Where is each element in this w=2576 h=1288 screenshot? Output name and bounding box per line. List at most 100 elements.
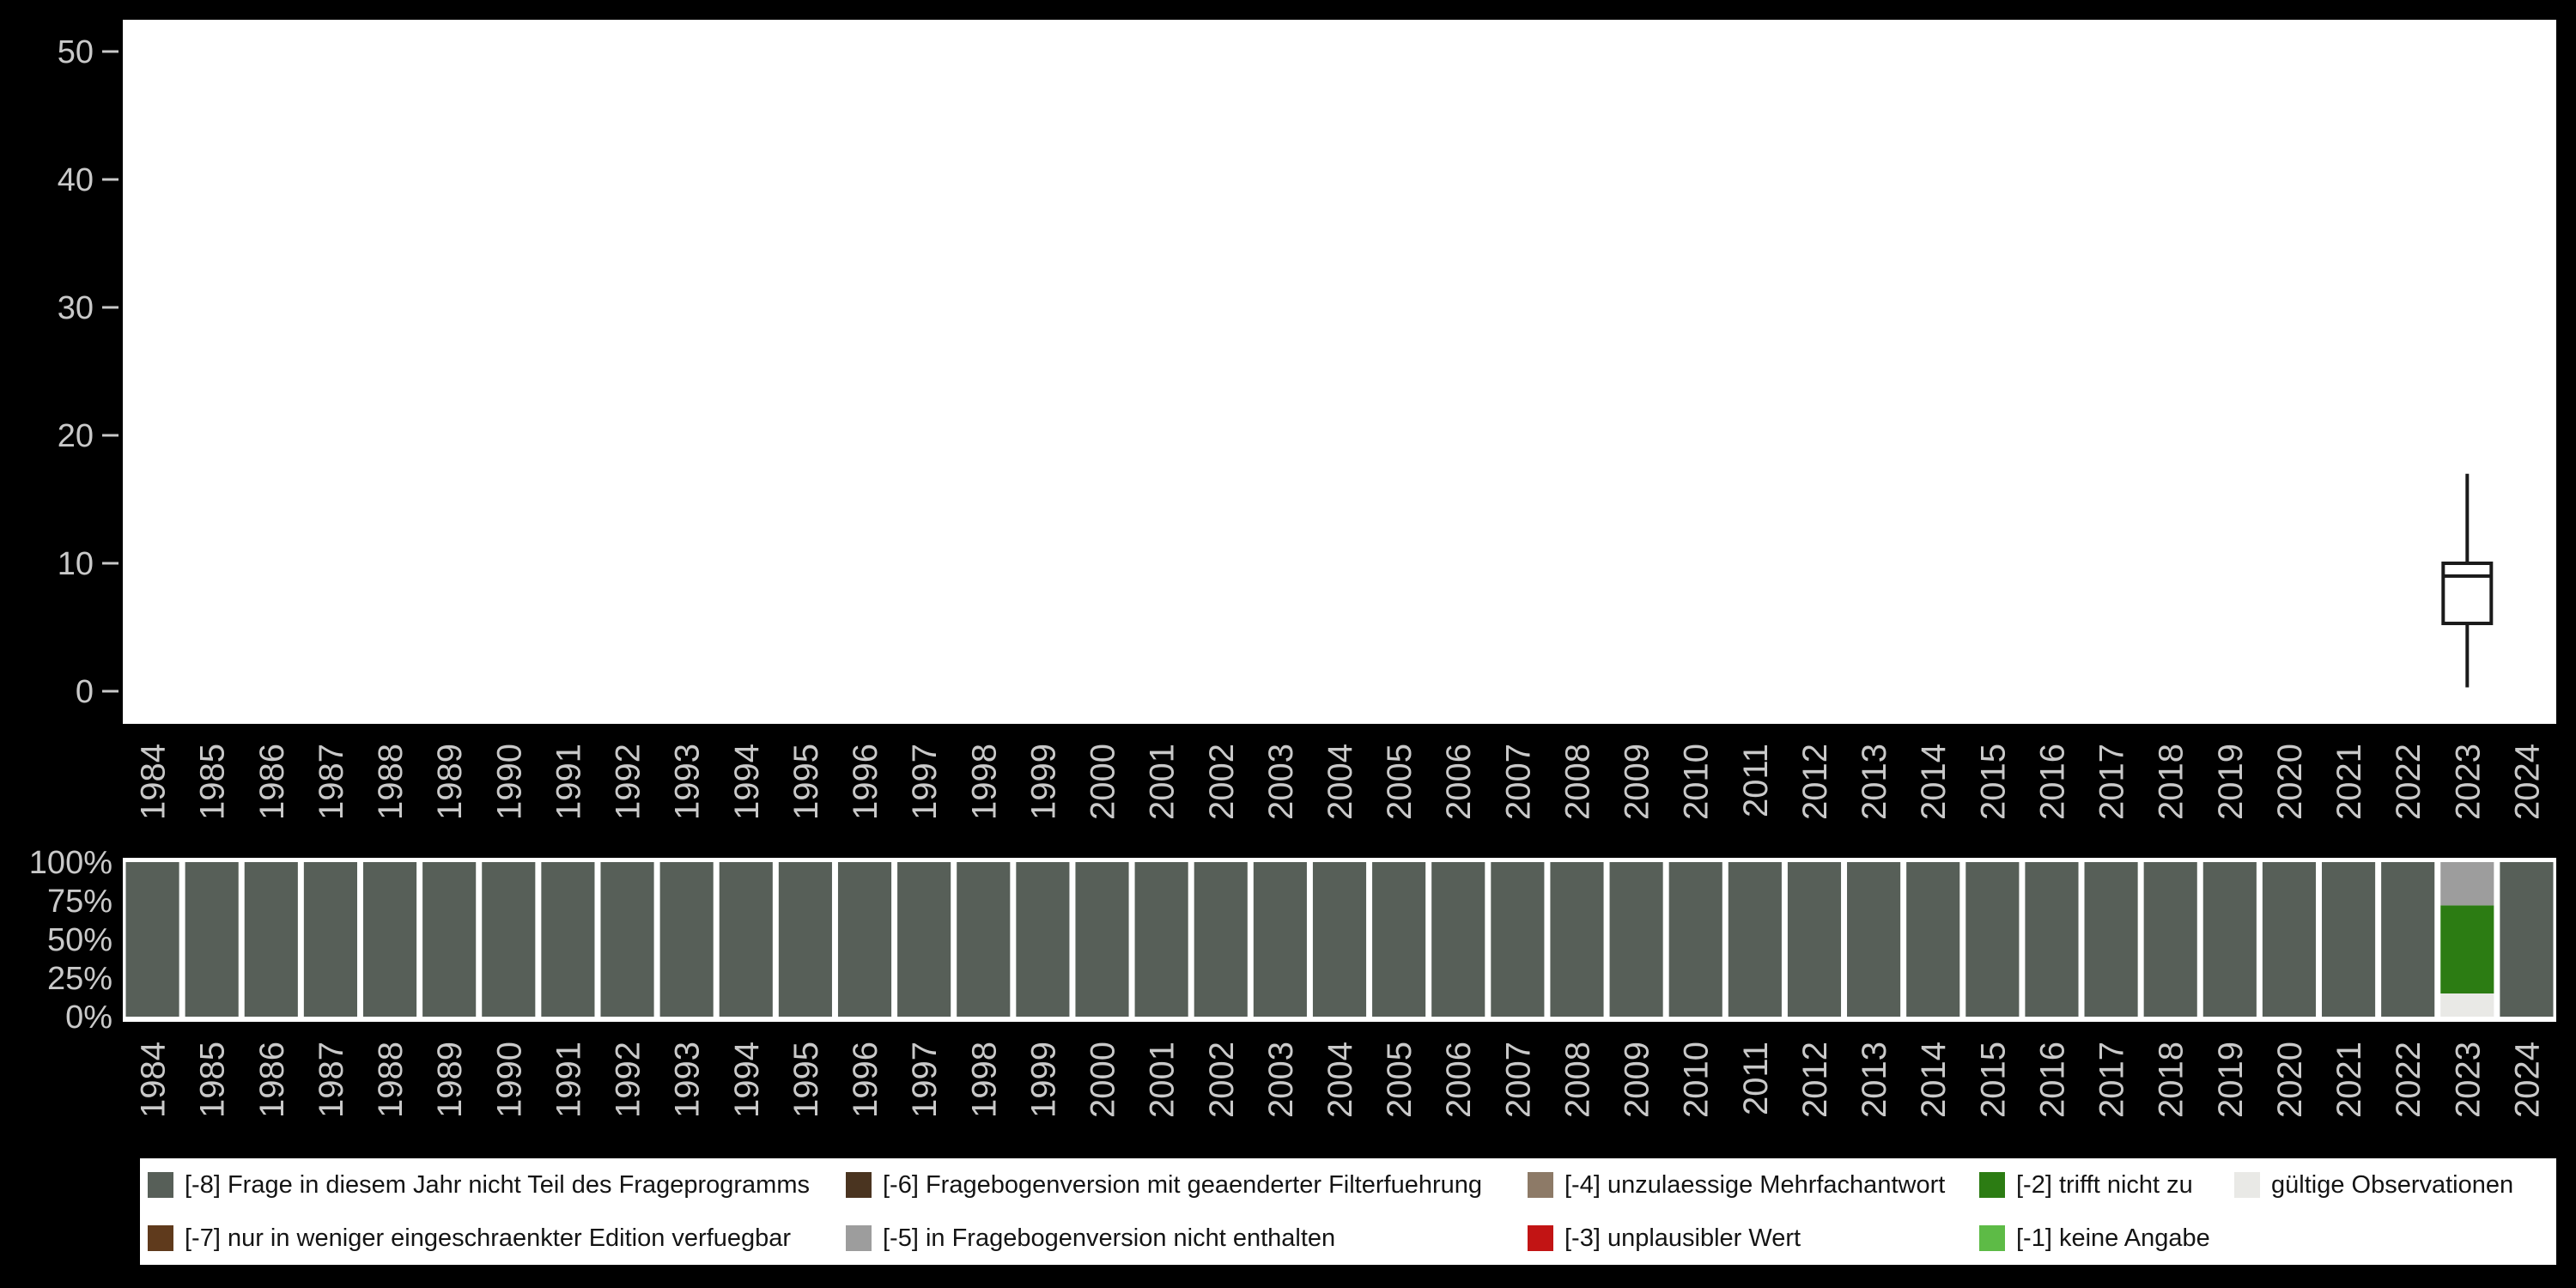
bar-segment-2014--8	[1906, 862, 1960, 1017]
svg-text:2022: 2022	[2390, 744, 2427, 820]
bar-segment-2023-valid	[2440, 993, 2494, 1017]
svg-text:2013: 2013	[1856, 1042, 1893, 1118]
svg-text:2009: 2009	[1619, 744, 1656, 820]
svg-text:1991: 1991	[550, 1042, 587, 1118]
svg-text:2005: 2005	[1381, 1042, 1419, 1118]
svg-text:2024: 2024	[2508, 1042, 2546, 1118]
legend-label-minus5: [-5] in Fragebogenversion nicht enthalte…	[883, 1224, 1336, 1252]
bar-segment-1992--8	[600, 862, 654, 1017]
svg-text:1994: 1994	[728, 744, 766, 820]
svg-text:1987: 1987	[313, 1042, 350, 1118]
bar-segment-2009--8	[1609, 862, 1663, 1017]
legend-label-minus3: [-3] unplausibler Wert	[1564, 1224, 1801, 1252]
svg-text:0%: 0%	[65, 999, 112, 1036]
svg-text:1991: 1991	[550, 744, 587, 820]
svg-text:2000: 2000	[1084, 1042, 1122, 1118]
bar-segment-1995--8	[778, 862, 832, 1017]
svg-text:2020: 2020	[2271, 744, 2309, 820]
legend-swatch-minus7-icon	[148, 1225, 173, 1251]
boxplot-plot-area	[123, 20, 2556, 724]
svg-text:2018: 2018	[2153, 1042, 2190, 1118]
svg-text:30: 30	[58, 290, 94, 326]
svg-text:2004: 2004	[1321, 744, 1359, 820]
svg-text:50: 50	[58, 34, 94, 70]
bar-segment-1998--8	[957, 862, 1011, 1017]
box-2023	[2441, 562, 2494, 626]
svg-text:1999: 1999	[1024, 744, 1062, 820]
svg-text:2016: 2016	[2033, 744, 2071, 820]
svg-text:2004: 2004	[1321, 1042, 1359, 1118]
bar-segment-2018--8	[2143, 862, 2197, 1017]
svg-text:1996: 1996	[847, 744, 884, 820]
svg-text:1997: 1997	[906, 744, 944, 820]
bar-segment-2011--8	[1728, 862, 1782, 1017]
bar-segment-1996--8	[837, 862, 892, 1017]
legend-item-minus4: [-4] unzulaessige Mehrfachantwort	[1520, 1171, 1971, 1200]
svg-text:2009: 2009	[1619, 1042, 1656, 1118]
svg-text:2001: 2001	[1144, 744, 1182, 820]
boxplot-x-axis-years: 1984 1985 1986 1987 1988 1989 1990 1991 1992 1993…	[135, 744, 2547, 820]
svg-text:2006: 2006	[1440, 744, 1478, 820]
svg-text:2022: 2022	[2390, 1042, 2427, 1118]
svg-text:2024: 2024	[2508, 744, 2546, 820]
bar-segment-1986--8	[244, 862, 298, 1017]
legend-swatch-minus6-icon	[846, 1172, 872, 1198]
svg-text:1989: 1989	[431, 1042, 469, 1118]
svg-text:2005: 2005	[1381, 744, 1419, 820]
svg-text:2003: 2003	[1262, 1042, 1300, 1118]
legend-item-minus7: [-7] nur in weniger eingeschraenkter Edi…	[140, 1224, 838, 1253]
svg-text:1994: 1994	[728, 1042, 766, 1118]
legend-swatch-minus4-icon	[1528, 1172, 1553, 1198]
bar-segment-1984--8	[125, 862, 179, 1017]
svg-text:2010: 2010	[1678, 744, 1716, 820]
svg-text:2001: 2001	[1144, 1042, 1182, 1118]
bar-segment-2021--8	[2322, 862, 2376, 1017]
bar-segment-2000--8	[1075, 862, 1129, 1017]
stacked-x-axis-years: 1984 1985 1986 1987 1988 1989 1990 1991 1992 1993…	[135, 1042, 2547, 1118]
svg-text:2011: 2011	[1737, 1042, 1775, 1115]
bar-segment-2017--8	[2084, 862, 2138, 1017]
svg-text:2008: 2008	[1558, 1042, 1596, 1118]
legend-label-minus4: [-4] unzulaessige Mehrfachantwort	[1564, 1170, 1946, 1199]
svg-text:1996: 1996	[847, 1042, 884, 1118]
legend-item-minus5: [-5] in Fragebogenversion nicht enthalte…	[838, 1224, 1520, 1253]
svg-text:2016: 2016	[2033, 1042, 2071, 1118]
svg-text:1985: 1985	[194, 1042, 232, 1118]
legend-label-valid: gültige Observationen	[2271, 1170, 2514, 1199]
bar-segment-2001--8	[1134, 862, 1188, 1017]
missings-stacked-bar-chart: 0%25%50%75%100%1984 1985 1986 1987 1988 1989 1…	[29, 845, 2556, 1118]
bar-segment-2016--8	[2025, 862, 2079, 1017]
svg-text:2023: 2023	[2449, 744, 2487, 820]
svg-text:2015: 2015	[1974, 744, 2012, 820]
bar-segment-1993--8	[659, 862, 714, 1017]
svg-text:1984: 1984	[135, 744, 173, 820]
svg-text:2006: 2006	[1440, 1042, 1478, 1118]
legend-item-valid: gültige Observationen	[2227, 1171, 2556, 1200]
legend-item-minus3: [-3] unplausibler Wert	[1520, 1224, 1971, 1253]
boxplot-boxes	[2441, 473, 2494, 688]
bar-segment-2006--8	[1431, 862, 1485, 1017]
bar-segment-1985--8	[185, 862, 239, 1017]
svg-text:1984: 1984	[135, 1042, 173, 1118]
svg-text:1986: 1986	[253, 1042, 291, 1118]
svg-text:100%: 100%	[29, 845, 112, 881]
svg-text:2002: 2002	[1203, 1042, 1241, 1118]
svg-text:1997: 1997	[906, 1042, 944, 1118]
legend-item-minus8: [-8] Frage in diesem Jahr nicht Teil des…	[140, 1171, 838, 1200]
legend-swatch-minus2-icon	[1979, 1172, 2005, 1198]
legend-label-minus2: [-2] trifft nicht zu	[2016, 1170, 2193, 1199]
svg-text:2014: 2014	[1915, 1042, 1953, 1118]
bar-segment-2012--8	[1787, 862, 1842, 1017]
svg-text:1998: 1998	[965, 744, 1003, 820]
svg-text:2000: 2000	[1084, 744, 1122, 820]
bar-segment-2023--2	[2440, 905, 2494, 993]
bar-segment-2010--8	[1668, 862, 1722, 1017]
svg-text:1995: 1995	[787, 744, 825, 820]
boxplot-y-axis: 0 10 20 30 40 50	[58, 34, 118, 710]
legend-swatch-valid-icon	[2234, 1172, 2260, 1198]
svg-text:2010: 2010	[1678, 1042, 1716, 1118]
svg-text:2019: 2019	[2212, 744, 2250, 820]
svg-text:1985: 1985	[194, 744, 232, 820]
legend-label-minus1: [-1] keine Angabe	[2016, 1224, 2210, 1252]
legend-swatch-minus8-icon	[148, 1172, 173, 1198]
